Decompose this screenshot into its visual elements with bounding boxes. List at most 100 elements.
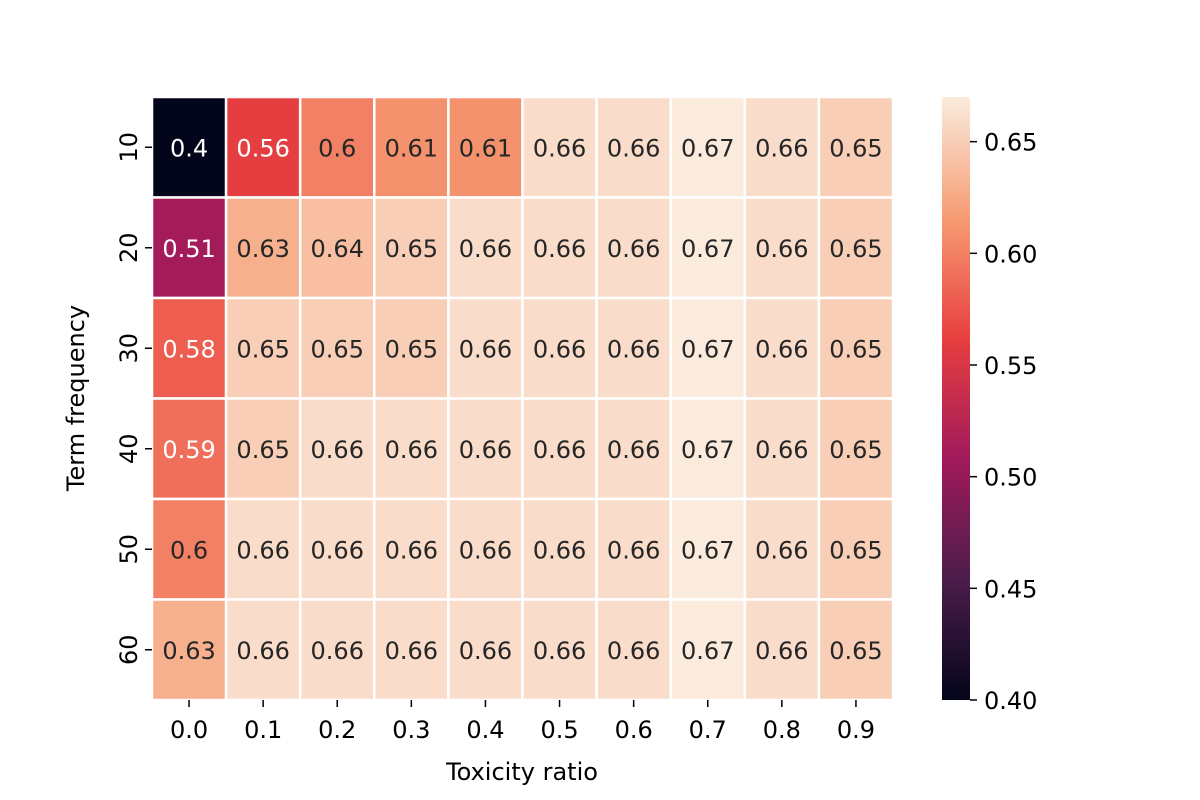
cell-value-label: 0.67	[681, 536, 734, 564]
heatmap-cell	[743, 196, 821, 300]
heatmap-cell	[224, 196, 302, 300]
heatmap-cell	[669, 196, 747, 300]
heatmap-cell	[224, 95, 302, 199]
x-tick-label: 0.7	[689, 716, 727, 744]
colorbar-tick-label: 0.40	[984, 687, 1037, 715]
heatmap-cell	[595, 296, 672, 400]
x-tick-label: 0.2	[318, 716, 356, 744]
heatmap-cell	[743, 497, 821, 601]
cell-value-label: 0.66	[533, 134, 586, 162]
cell-value-label: 0.66	[607, 134, 660, 162]
colorbar-tick-label: 0.50	[984, 464, 1037, 492]
y-tick-label: 50	[115, 534, 143, 565]
cell-value-label: 0.66	[755, 536, 808, 564]
cell-value-label: 0.67	[681, 235, 734, 263]
cell-value-label: 0.66	[755, 235, 808, 263]
x-tick-label: 0.9	[837, 716, 875, 744]
cell-value-label: 0.65	[385, 235, 438, 263]
cell-value-label: 0.56	[236, 134, 289, 162]
x-tick-label: 0.4	[466, 716, 504, 744]
y-tick-label: 20	[115, 232, 143, 263]
cell-value-label: 0.66	[236, 536, 289, 564]
colorbar-tick-label: 0.45	[984, 575, 1037, 603]
x-tick-label: 0.5	[540, 716, 578, 744]
cell-value-label: 0.58	[162, 335, 215, 363]
cell-value-label: 0.66	[607, 637, 660, 665]
cell-value-label: 0.66	[385, 536, 438, 564]
heatmap-cell	[669, 497, 747, 601]
cell-value-label: 0.66	[459, 335, 512, 363]
heatmap-cell	[150, 397, 228, 501]
cell-value-label: 0.66	[459, 235, 512, 263]
colorbar-gradient	[942, 97, 970, 700]
x-tick-label: 0.1	[244, 716, 282, 744]
cell-value-label: 0.67	[681, 637, 734, 665]
heatmap-cell	[447, 497, 524, 601]
cell-value-label: 0.63	[162, 637, 215, 665]
x-tick-label: 0.0	[170, 716, 208, 744]
cell-value-label: 0.51	[162, 235, 215, 263]
cell-value-label: 0.66	[607, 436, 660, 464]
y-tick-label: 60	[115, 634, 143, 665]
cell-value-label: 0.66	[385, 436, 438, 464]
heatmap-cell	[595, 497, 672, 601]
cell-value-label: 0.59	[162, 436, 215, 464]
cell-value-label: 0.66	[607, 536, 660, 564]
cell-value-label: 0.6	[318, 134, 356, 162]
colorbar-tick-label: 0.55	[984, 352, 1037, 380]
cell-value-label: 0.61	[459, 134, 512, 162]
heatmap-cell	[595, 196, 672, 300]
heatmap-cell	[817, 196, 895, 300]
heatmap-cell	[373, 598, 450, 702]
heatmap-cell	[224, 296, 302, 400]
cell-value-label: 0.66	[533, 637, 586, 665]
y-tick-label: 30	[115, 333, 143, 364]
cell-value-label: 0.65	[829, 134, 882, 162]
heatmap-cell	[298, 598, 376, 702]
x-axis-label: Toxicity ratio	[445, 758, 598, 786]
cell-value-label: 0.66	[236, 637, 289, 665]
cell-value-label: 0.66	[311, 536, 364, 564]
heatmap-cell	[743, 598, 821, 702]
cell-value-label: 0.66	[755, 637, 808, 665]
cell-value-label: 0.66	[755, 436, 808, 464]
heatmap-cell	[298, 296, 376, 400]
cell-value-label: 0.61	[385, 134, 438, 162]
cell-value-label: 0.66	[533, 536, 586, 564]
cell-value-label: 0.4	[170, 134, 208, 162]
cell-value-label: 0.63	[236, 235, 289, 263]
heatmap-cell	[817, 296, 895, 400]
x-axis-ticks: 0.0 0.1 0.2 0.3 0.4 0.5 0.6 0.7 0.8 0.9	[170, 700, 875, 744]
y-tick-label: 10	[115, 132, 143, 163]
cell-value-label: 0.64	[311, 235, 364, 263]
heatmap-cell	[521, 95, 598, 199]
cell-value-label: 0.65	[385, 335, 438, 363]
cell-value-label: 0.66	[459, 436, 512, 464]
heatmap-cell	[224, 497, 302, 601]
heatmap-annotations: 0.4 0.56 0.6 0.61 0.61 0.66 0.66 0.67 0.66 0.65 0.…	[162, 134, 882, 665]
x-tick-label: 0.6	[615, 716, 653, 744]
cell-value-label: 0.67	[681, 134, 734, 162]
cell-value-label: 0.65	[829, 335, 882, 363]
heatmap-cell	[521, 196, 598, 300]
heatmap-cell	[150, 598, 228, 702]
cell-value-label: 0.66	[459, 536, 512, 564]
x-tick-label: 0.3	[392, 716, 430, 744]
cell-value-label: 0.66	[459, 637, 512, 665]
colorbar: 0.40 0.45 0.50 0.55 0.60 0.65	[942, 97, 1037, 715]
heatmap-cell	[521, 598, 598, 702]
cell-value-label: 0.66	[311, 436, 364, 464]
cell-value-label: 0.65	[311, 335, 364, 363]
x-tick-label: 0.8	[763, 716, 801, 744]
heatmap-cell	[521, 397, 598, 501]
cell-value-label: 0.65	[829, 536, 882, 564]
heatmap-cell	[595, 397, 672, 501]
colorbar-tick-label: 0.60	[984, 240, 1037, 268]
cell-value-label: 0.65	[829, 436, 882, 464]
heatmap-cell	[521, 497, 598, 601]
cell-value-label: 0.66	[533, 335, 586, 363]
y-axis-label: Term frequency	[62, 305, 90, 492]
cell-value-label: 0.66	[385, 637, 438, 665]
cell-value-label: 0.66	[755, 335, 808, 363]
